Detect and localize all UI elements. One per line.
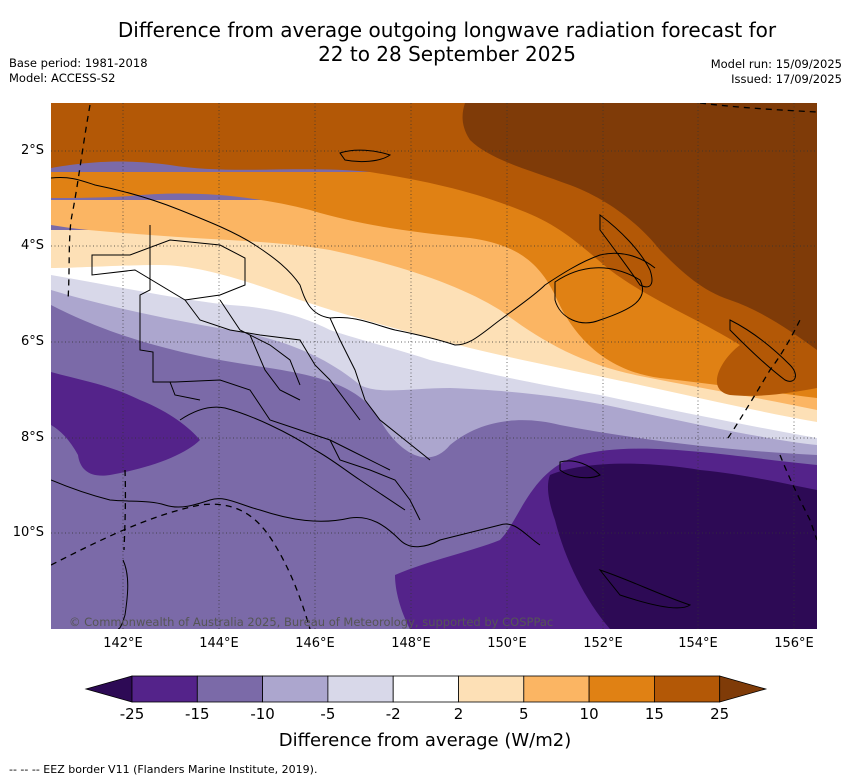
model-name: Model: ACCESS-S2 [9, 71, 116, 85]
title-line-1: Difference from average outgoing longwav… [117, 18, 777, 42]
model-run: Model run: 15/09/2025 [710, 57, 842, 71]
colorbar-segment [588, 675, 655, 703]
new-guinea-north-coast [51, 177, 656, 346]
trobriand-islands-coast [559, 460, 601, 479]
colorbar-tick-label: 25 [710, 705, 730, 723]
colorbar-extend-high [719, 675, 768, 703]
colorbar-segment [392, 675, 459, 703]
indonesia-png-border [139, 225, 201, 401]
new-guinea-gulf-coast [179, 406, 406, 511]
colorbar-segment [654, 675, 721, 703]
colorbar-tick-label: -10 [250, 705, 275, 723]
morobe-border [329, 317, 431, 461]
colorbar-segment [131, 675, 198, 703]
eez-borders [51, 103, 817, 629]
eez-south [51, 503, 311, 629]
y-tick-2s: 2°S [20, 143, 44, 158]
colorbar-tick-label: 5 [519, 705, 529, 723]
colorbar-tick-label: -25 [119, 705, 145, 723]
colorbar-tick-label: -5 [320, 705, 336, 723]
base-period: Base period: 1981-2018 [9, 56, 148, 70]
x-tick-150e: 150°E [487, 636, 527, 651]
colorbar [84, 675, 768, 703]
x-tick-144e: 144°E [199, 636, 239, 651]
colorbar-tick-label: 15 [644, 705, 664, 723]
colorbar-segment [458, 675, 525, 703]
eez-west [67, 104, 91, 301]
band-neg25-neg15-west [51, 372, 200, 476]
band-below-neg25 [547, 463, 817, 629]
issued-date: Issued: 17/09/2025 [731, 72, 842, 86]
y-tick-10s: 10°S [12, 525, 44, 540]
colorbar-segment [196, 675, 264, 703]
colorbar-tick-label: -2 [385, 705, 401, 723]
eez-southeast [779, 454, 817, 541]
colorbar-tick-label: 2 [453, 705, 464, 723]
colorbar-label: Difference from average (W/m2) [278, 730, 572, 751]
gridlines [51, 103, 817, 629]
new-ireland-coast [599, 213, 653, 288]
x-tick-156e: 156°E [774, 636, 814, 651]
western-province-border [153, 379, 391, 471]
metadata-right: Model run: 15/09/2025 Issued: 17/09/2025 [711, 57, 842, 87]
torres-strait-coast [117, 559, 129, 629]
band-above-pos25 [462, 103, 817, 350]
colorbar-tick-label: 10 [579, 705, 599, 723]
province-borders [91, 225, 431, 521]
x-tick-154e: 154°E [678, 636, 718, 651]
colorbar-segment [523, 675, 590, 703]
y-tick-6s: 6°S [20, 334, 44, 349]
title-line-2: 22 to 28 September 2025 [318, 42, 576, 66]
louisiade-coast [598, 568, 692, 609]
x-tick-146e: 146°E [295, 636, 335, 651]
metadata-left: Base period: 1981-2018 Model: ACCESS-S2 [9, 56, 148, 86]
anomaly-field [51, 103, 817, 629]
new-britain-coast [554, 267, 643, 324]
eez-northeast [699, 103, 817, 113]
coastlines [51, 149, 796, 629]
sandaun-east-sepik-border [91, 239, 246, 301]
copyright-credit: © Commonwealth of Australia 2025, Bureau… [69, 615, 554, 629]
highlands-borders [184, 299, 361, 421]
manus-island-coast [339, 149, 392, 163]
colorbar-extend-low [84, 675, 133, 703]
y-tick-4s: 4°S [20, 238, 44, 253]
x-tick-142e: 142°E [103, 636, 143, 651]
gulf-central-border [329, 439, 421, 521]
x-tick-148e: 148°E [391, 636, 431, 651]
new-guinea-south-coast [51, 479, 541, 548]
eez-footnote: -- -- -- EEZ border V11 (Flanders Marine… [9, 763, 318, 776]
map-title: Difference from average outgoing longwav… [0, 18, 850, 66]
colorbar-tick-label: -15 [185, 705, 210, 723]
bougainville-coast [729, 319, 796, 382]
colorbar-segment [327, 675, 394, 703]
colorbar-segment [262, 675, 329, 703]
y-tick-8s: 8°S [20, 430, 44, 445]
eez-east [727, 319, 801, 439]
x-tick-152e: 152°E [583, 636, 623, 651]
